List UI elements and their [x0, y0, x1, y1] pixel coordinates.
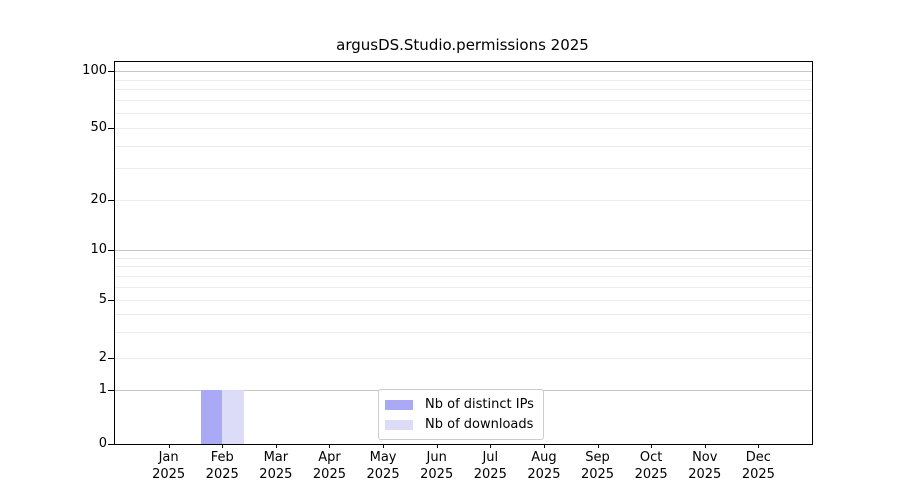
x-tick-mark	[543, 444, 545, 448]
x-tick-mark	[222, 444, 224, 448]
minor-gridline	[115, 266, 812, 268]
y-tick-label: 2	[98, 350, 107, 365]
minor-gridline	[115, 79, 812, 81]
x-tick-label-oct: Oct 2025	[634, 450, 668, 482]
legend-item-distinct-ips: Nb of distinct IPs	[385, 396, 534, 413]
x-tick-mark	[383, 444, 385, 448]
bar-feb-downloads	[222, 390, 244, 444]
minor-gridline	[115, 168, 812, 170]
chart-title: argusDS.Studio.permissions 2025	[336, 36, 589, 54]
x-tick-label-feb: Feb 2025	[205, 450, 239, 482]
y-tick-label: 50	[90, 120, 107, 135]
minor-gridline	[115, 287, 812, 289]
y-tick-mark	[108, 200, 115, 202]
y-tick-mark	[108, 300, 115, 302]
minor-gridline	[115, 314, 812, 316]
legend-label-distinct-ips: Nb of distinct IPs	[425, 397, 534, 412]
x-tick-label-nov: Nov 2025	[688, 450, 722, 482]
x-tick-label-sep: Sep 2025	[580, 450, 615, 482]
x-tick-mark	[436, 444, 438, 448]
minor-gridline	[115, 276, 812, 278]
x-tick-label-may: May 2025	[366, 450, 400, 482]
x-tick-label-jul: Jul 2025	[473, 450, 507, 482]
y-tick-label: 10	[90, 242, 107, 258]
x-tick-label-jun: Jun 2025	[420, 450, 454, 482]
bar-feb-distinct-ips	[200, 390, 223, 444]
legend: Nb of distinct IPs Nb of downloads	[378, 389, 544, 440]
legend-label-downloads: Nb of downloads	[425, 417, 534, 432]
y-tick-mark	[108, 71, 115, 72]
x-tick-mark	[704, 444, 706, 448]
major-gridline	[115, 358, 812, 359]
minor-gridline	[115, 332, 812, 334]
x-tick-mark	[490, 444, 492, 448]
y-tick-label: 100	[82, 63, 107, 78]
x-tick-label-apr: Apr 2025	[312, 450, 346, 482]
y-tick-mark	[108, 444, 115, 445]
minor-gridline	[115, 257, 812, 259]
y-tick-label: 0	[98, 436, 107, 451]
legend-item-downloads: Nb of downloads	[385, 416, 534, 433]
y-tick-mark	[108, 358, 115, 359]
x-tick-mark	[329, 444, 331, 448]
major-gridline	[115, 250, 812, 252]
legend-swatch-downloads	[385, 419, 413, 430]
major-gridline	[115, 300, 812, 302]
minor-gridline	[115, 145, 812, 147]
minor-gridline	[115, 100, 812, 102]
minor-gridline	[115, 113, 812, 114]
x-tick-label-mar: Mar 2025	[259, 450, 293, 482]
plot-area: Nb of distinct IPs Nb of downloads 0 1 2 5 1…	[82, 61, 813, 482]
y-tick-label: 1	[98, 382, 107, 397]
x-tick-mark	[597, 444, 599, 448]
x-tick-mark	[168, 444, 170, 448]
x-tick-label-aug: Aug 2025	[527, 450, 561, 482]
x-tick-mark	[651, 444, 653, 448]
major-gridline	[115, 200, 812, 202]
major-gridline	[115, 128, 812, 129]
major-gridline	[115, 71, 812, 72]
x-tick-label-jan: Jan 2025	[152, 450, 186, 482]
y-tick-mark	[108, 128, 115, 129]
x-tick-mark	[758, 444, 760, 448]
x-tick-mark	[275, 444, 277, 448]
y-tick-label: 5	[98, 292, 107, 308]
x-tick-label-dec: Dec 2025	[741, 450, 775, 482]
y-tick-mark	[108, 250, 115, 252]
minor-gridline	[115, 89, 812, 91]
legend-swatch-distinct-ips	[385, 399, 413, 410]
y-tick-label: 20	[90, 192, 107, 208]
y-tick-mark	[108, 390, 115, 391]
